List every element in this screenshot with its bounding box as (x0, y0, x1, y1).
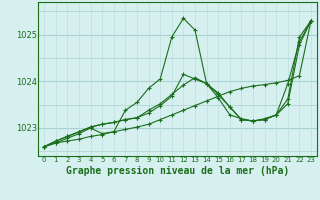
X-axis label: Graphe pression niveau de la mer (hPa): Graphe pression niveau de la mer (hPa) (66, 166, 289, 176)
